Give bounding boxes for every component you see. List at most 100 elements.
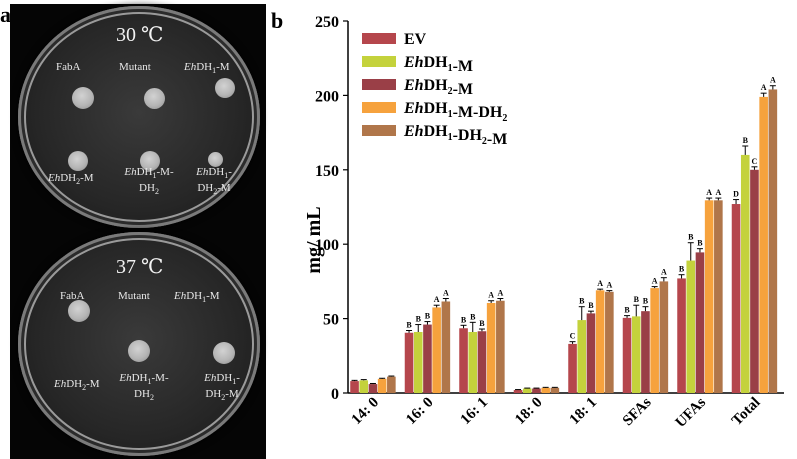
legend-label: EhDH1-M (403, 54, 473, 75)
legend-swatch (362, 102, 396, 113)
strain-label-mutant: Mutant (119, 61, 151, 73)
significance-letter: D (733, 190, 739, 199)
significance-letter: B (679, 265, 685, 274)
strain-label-ehdh1-m: EhDH1-M (174, 290, 220, 305)
strain-label-ehdh1-m-dh2: EhDH1-M-DH2 (124, 166, 174, 197)
plate-temperature-label: 37 ℃ (116, 256, 164, 278)
significance-letter: B (588, 301, 594, 310)
bar (468, 331, 478, 393)
bar (768, 89, 778, 393)
bar (714, 200, 723, 393)
plate-30c: 30 ℃ FabA Mutant EhDH1-M EhDH2-M EhDH1-M… (18, 6, 260, 228)
bar (522, 388, 532, 393)
bar (413, 331, 423, 393)
bar (740, 154, 750, 393)
significance-letter: A (715, 188, 721, 197)
significance-letter: A (443, 289, 449, 298)
colony (128, 340, 150, 362)
strain-label-ehdh1-dh2-m: EhDH1-DH2-M (196, 166, 232, 197)
bar (568, 343, 577, 393)
bar (496, 300, 505, 393)
significance-letter: B (479, 319, 485, 328)
significance-letter: A (661, 268, 667, 277)
bar (641, 311, 650, 393)
significance-letter: A (597, 279, 603, 288)
strain-label-faba: FabA (60, 290, 85, 302)
colony (144, 88, 165, 109)
bar (477, 331, 487, 393)
bar (686, 260, 696, 393)
legend-swatch (362, 79, 396, 90)
bar (731, 204, 741, 393)
legend-swatch (362, 125, 396, 136)
bar (631, 316, 641, 393)
significance-letter: B (416, 315, 422, 324)
strain-label-ehdh1-dh2-m: EhDH1-DH2-M (204, 372, 240, 403)
strain-label-ehdh1-m: EhDH1-M (184, 61, 230, 76)
significance-letter: A (761, 83, 767, 92)
bar (377, 378, 387, 393)
significance-letter: B (624, 306, 630, 315)
colony (72, 87, 94, 109)
x-tick-label: 18: 0 (512, 395, 545, 428)
significance-letter: B (425, 312, 431, 321)
bar (622, 317, 632, 393)
significance-letter: A (706, 188, 712, 197)
significance-letter: B (743, 136, 749, 145)
legend-label: EhDH1-M-DH2 (403, 100, 507, 124)
y-tick-label: 200 (315, 88, 339, 105)
significance-letter: A (770, 76, 776, 85)
x-tick-label: 16: 0 (403, 395, 436, 428)
x-tick-label: 18: 1 (567, 395, 600, 428)
bar (350, 381, 359, 393)
significance-letter: A (434, 295, 440, 304)
legend-swatch (362, 33, 396, 44)
colony (215, 78, 235, 98)
colony (68, 300, 90, 322)
bar (404, 332, 414, 393)
bar (513, 390, 523, 393)
significance-letter: A (497, 289, 503, 298)
x-tick-label: 16: 1 (458, 395, 491, 428)
y-tick-label: 250 (315, 14, 339, 31)
bar (704, 200, 714, 393)
bar (459, 328, 468, 393)
bar (650, 288, 659, 393)
colony (140, 151, 160, 171)
significance-letter: B (688, 233, 694, 242)
bar (659, 281, 669, 393)
significance-letter: B (579, 297, 585, 306)
y-tick-label: 50 (323, 312, 339, 329)
x-tick-label: 14: 0 (349, 395, 382, 428)
x-tick-label: Total (729, 395, 764, 430)
strain-label-ehdh2-m: EhDH2-M (54, 378, 100, 393)
bar (695, 252, 705, 393)
bar (605, 291, 614, 393)
panel-a-label: a (0, 2, 11, 27)
significance-letter: B (634, 295, 640, 304)
bar (441, 301, 451, 393)
bar (595, 290, 605, 393)
bar (586, 313, 596, 393)
bar (432, 307, 441, 393)
colony (208, 152, 223, 167)
significance-letter: B (406, 321, 412, 330)
bar (423, 324, 432, 393)
x-tick-label: SFAs (620, 394, 655, 429)
plate-37c: 37 ℃ FabA Mutant EhDH1-M EhDH2-M EhDH1-M… (18, 232, 260, 456)
bar (759, 96, 768, 393)
plate-temperature-label: 30 ℃ (116, 24, 164, 46)
bar (577, 320, 587, 393)
significance-letter: C (752, 157, 758, 166)
bar (750, 169, 759, 393)
significance-letter: B (643, 297, 649, 306)
colony (213, 342, 235, 364)
panel-b-label: b (271, 8, 284, 33)
x-tick-label: UFAs (673, 394, 710, 431)
strain-label-ehdh1-m-dh2: EhDH1-M-DH2 (119, 372, 169, 403)
bar (550, 387, 560, 393)
legend-label: EV (404, 31, 427, 48)
significance-letter: A (606, 281, 612, 290)
strain-label-ehdh2-m: EhDH2-M (48, 172, 94, 187)
significance-letter: B (461, 315, 467, 324)
